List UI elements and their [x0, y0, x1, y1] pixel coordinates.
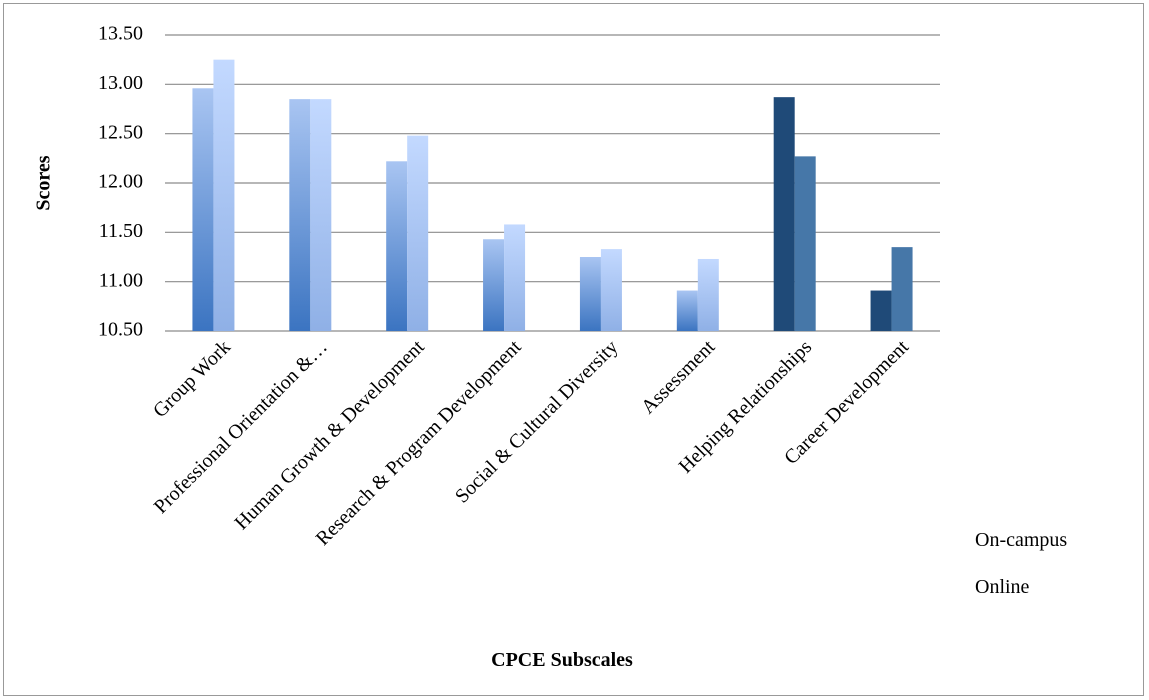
bar-on-campus — [289, 99, 311, 331]
bars — [192, 59, 913, 332]
x-category-label: Human Growth & Development — [231, 336, 430, 535]
bar-online — [600, 249, 622, 331]
bar-on-campus — [483, 239, 505, 331]
bar-online — [310, 99, 332, 331]
y-tick-labels: 10.50 11.00 11.50 12.00 12.50 13.00 13.50 — [98, 23, 143, 341]
x-category-label: Assessment — [637, 336, 720, 419]
bar-online — [407, 135, 429, 331]
bar-on-campus — [386, 161, 408, 331]
y-tick-label: 12.00 — [98, 171, 143, 193]
x-category-label: Research & Program Development — [312, 336, 526, 550]
y-tick-label: 13.00 — [98, 72, 143, 94]
bar-on-campus — [870, 290, 892, 331]
legend-on-campus: On-campus — [975, 529, 1067, 551]
x-category-label: Social & Cultural Diversity — [451, 336, 622, 507]
y-tick-label: 10.50 — [98, 319, 143, 341]
bar-on-campus — [192, 88, 214, 331]
y-tick-label: 13.50 — [98, 23, 143, 45]
bar-online — [213, 59, 235, 332]
x-category-label: Group Work — [149, 336, 235, 422]
bar-online — [504, 224, 526, 331]
y-tick-label: 11.00 — [99, 269, 143, 291]
gridlines — [165, 34, 940, 332]
y-tick-label: 12.50 — [98, 121, 143, 143]
bar-on-campus — [773, 97, 795, 331]
bar-on-campus — [676, 290, 698, 331]
bar-online — [891, 247, 913, 331]
bar-online — [794, 156, 816, 331]
bar-online — [697, 258, 719, 331]
x-category-label: Professional Orientation &… — [150, 336, 332, 518]
bar-on-campus — [579, 257, 601, 331]
y-tick-label: 11.50 — [99, 220, 143, 242]
legend-online: Online — [975, 576, 1030, 598]
x-axis-title: CPCE Subscales — [491, 649, 633, 671]
y-axis-title: Scores — [33, 155, 55, 210]
